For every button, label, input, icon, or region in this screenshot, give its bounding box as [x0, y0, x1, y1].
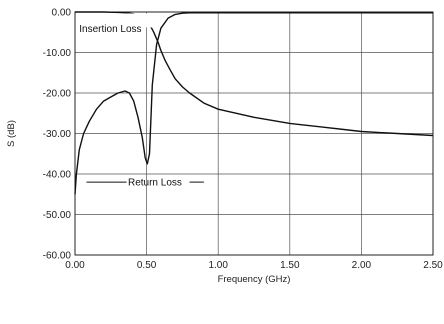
y-tick-label: -40.00: [43, 170, 72, 181]
insertion-loss-label-bg: [77, 13, 158, 28]
y-tick-label: -60.00: [43, 251, 72, 262]
y-axis-label: S (dB): [6, 120, 17, 147]
y-tick-label: -30.00: [43, 129, 72, 140]
x-tick-label: 1.00: [208, 260, 228, 271]
y-tick-label: -50.00: [43, 210, 72, 221]
return-loss-label: Return Loss: [128, 178, 182, 189]
x-tick-label: 2.00: [352, 260, 372, 271]
series-line-return-loss: [74, 12, 433, 195]
x-tick-label: 0.00: [65, 260, 85, 271]
insertion-loss-label: Insertion Loss: [79, 24, 141, 35]
plot-frame: [74, 11, 434, 256]
y-tick-label: 0.00: [52, 8, 72, 19]
y-axis-ticks: 0.00 -10.00 -20.00 -30.00 -40.00 -50.00 -60.00: [43, 8, 72, 262]
series-line-insertion-loss: [75, 11, 434, 137]
y-tick-label: -20.00: [43, 89, 72, 100]
y-tick-label: -10.00: [43, 48, 72, 59]
curves: [74, 11, 434, 195]
x-tick-label: 2.50: [423, 260, 443, 271]
grid: [74, 11, 434, 256]
x-tick-label: 1.50: [280, 260, 300, 271]
x-axis-ticks: 0.00 0.50 1.00 1.50 2.00 2.50: [65, 260, 443, 271]
x-axis-label: Frequency (GHz): [218, 274, 291, 285]
x-tick-label: 0.50: [137, 260, 157, 271]
annotations: Insertion Loss Return Loss: [77, 13, 204, 189]
